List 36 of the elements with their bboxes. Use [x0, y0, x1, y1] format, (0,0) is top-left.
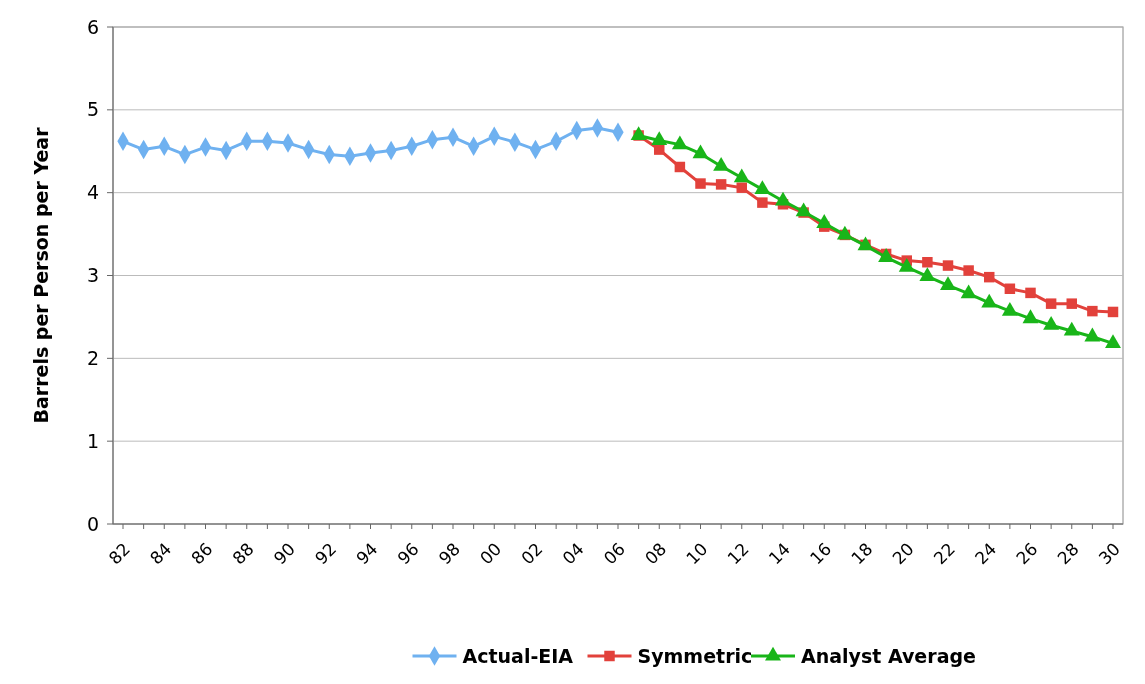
x-tick-label: 00 [475, 538, 506, 569]
x-tick-label: 30 [1094, 538, 1125, 569]
x-tick-label: 98 [434, 538, 465, 569]
y-tick-label: 6 [86, 15, 99, 38]
x-tick-label: 04 [558, 538, 588, 569]
x-tick-label: 12 [723, 538, 753, 569]
x-tick-label: 10 [682, 538, 712, 569]
y-tick-label: 3 [86, 264, 99, 287]
legend-label: Actual-EIA [462, 644, 574, 667]
x-tick-label: 28 [1053, 538, 1083, 569]
x-tick-label: 84 [145, 538, 176, 569]
x-tick-label: 08 [640, 538, 671, 569]
x-tick-label: 82 [104, 538, 135, 569]
x-tick-label: 86 [187, 538, 217, 569]
x-tick-label: 26 [1012, 538, 1042, 569]
x-tick-label: 22 [929, 538, 960, 569]
y-tick-label: 2 [86, 346, 99, 369]
x-tick-label: 88 [228, 538, 258, 569]
x-tick-label: 06 [599, 538, 630, 569]
y-axis-title: Barrels per Person per Year [30, 126, 52, 424]
legend-label: Symmetric [637, 644, 753, 667]
y-tick-label: 4 [86, 181, 99, 204]
x-tick-label: 16 [805, 538, 836, 569]
y-tick-label: 0 [86, 512, 99, 535]
x-tick-label: 18 [847, 538, 877, 569]
x-tick-label: 20 [888, 538, 918, 569]
y-tick-label: 1 [86, 429, 99, 452]
x-tick-label: 24 [970, 538, 1001, 569]
legend-label: Analyst Average [801, 644, 976, 667]
x-tick-label: 94 [352, 538, 382, 569]
x-tick-label: 02 [517, 538, 547, 569]
y-tick-label: 5 [86, 98, 99, 121]
x-tick-label: 96 [393, 538, 423, 569]
x-tick-label: 14 [764, 538, 795, 569]
x-tick-label: 92 [310, 538, 341, 569]
x-tick-label: 90 [269, 538, 300, 569]
